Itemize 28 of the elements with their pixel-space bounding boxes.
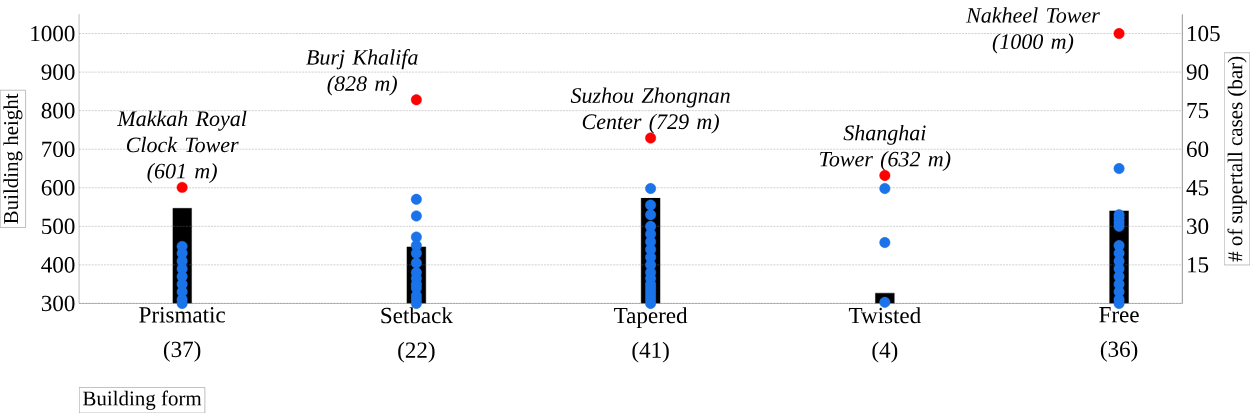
y-tick-label: 600 [41, 179, 75, 196]
y2-tick-label: 45 [1186, 179, 1209, 196]
annotation: Makkah Royal Clock Tower (601 m) [117, 110, 247, 183]
y-tick-label: 800 [41, 102, 75, 119]
annotation: Shanghai Tower (632 m) [820, 124, 951, 171]
y-tick-label: 500 [42, 218, 75, 234]
y2-tick-label: 30 [1187, 218, 1209, 234]
x-tick-label: Setback (22) [381, 307, 453, 363]
y2-tick-label: 60 [1187, 141, 1209, 157]
y-tick-label: 300 [41, 295, 75, 312]
x-tick-label: Tapered (41) [614, 307, 688, 363]
y2-tick-label: 90 [1186, 64, 1209, 80]
y2-tick-label: 105 [1188, 25, 1220, 42]
x-tick-label: Free (36) [1099, 307, 1139, 362]
y-tick-label: 1000 [31, 25, 75, 42]
annotation: Burj Khalifa (828 m) [306, 48, 418, 96]
y-tick-label: 900 [41, 64, 75, 80]
x-tick-label: Twisted (4) [848, 307, 921, 363]
y-tick-label: 400 [41, 256, 75, 273]
y2-tick-label: 75 [1187, 102, 1209, 119]
y-axis-title: Building height [3, 93, 23, 224]
y2-axis-title: # of supertall cases (bar) [1227, 56, 1247, 262]
annotation: Suzhou Zhongnan Center (729 m) [570, 87, 730, 134]
y-tick-label: 700 [42, 141, 75, 157]
x-axis-title: Building form [83, 390, 202, 410]
x-tick-label: Prismatic (37) [139, 307, 225, 362]
y2-tick-label: 15 [1188, 257, 1209, 273]
annotation: Nakheel Tower (1000 m) [965, 7, 1100, 54]
